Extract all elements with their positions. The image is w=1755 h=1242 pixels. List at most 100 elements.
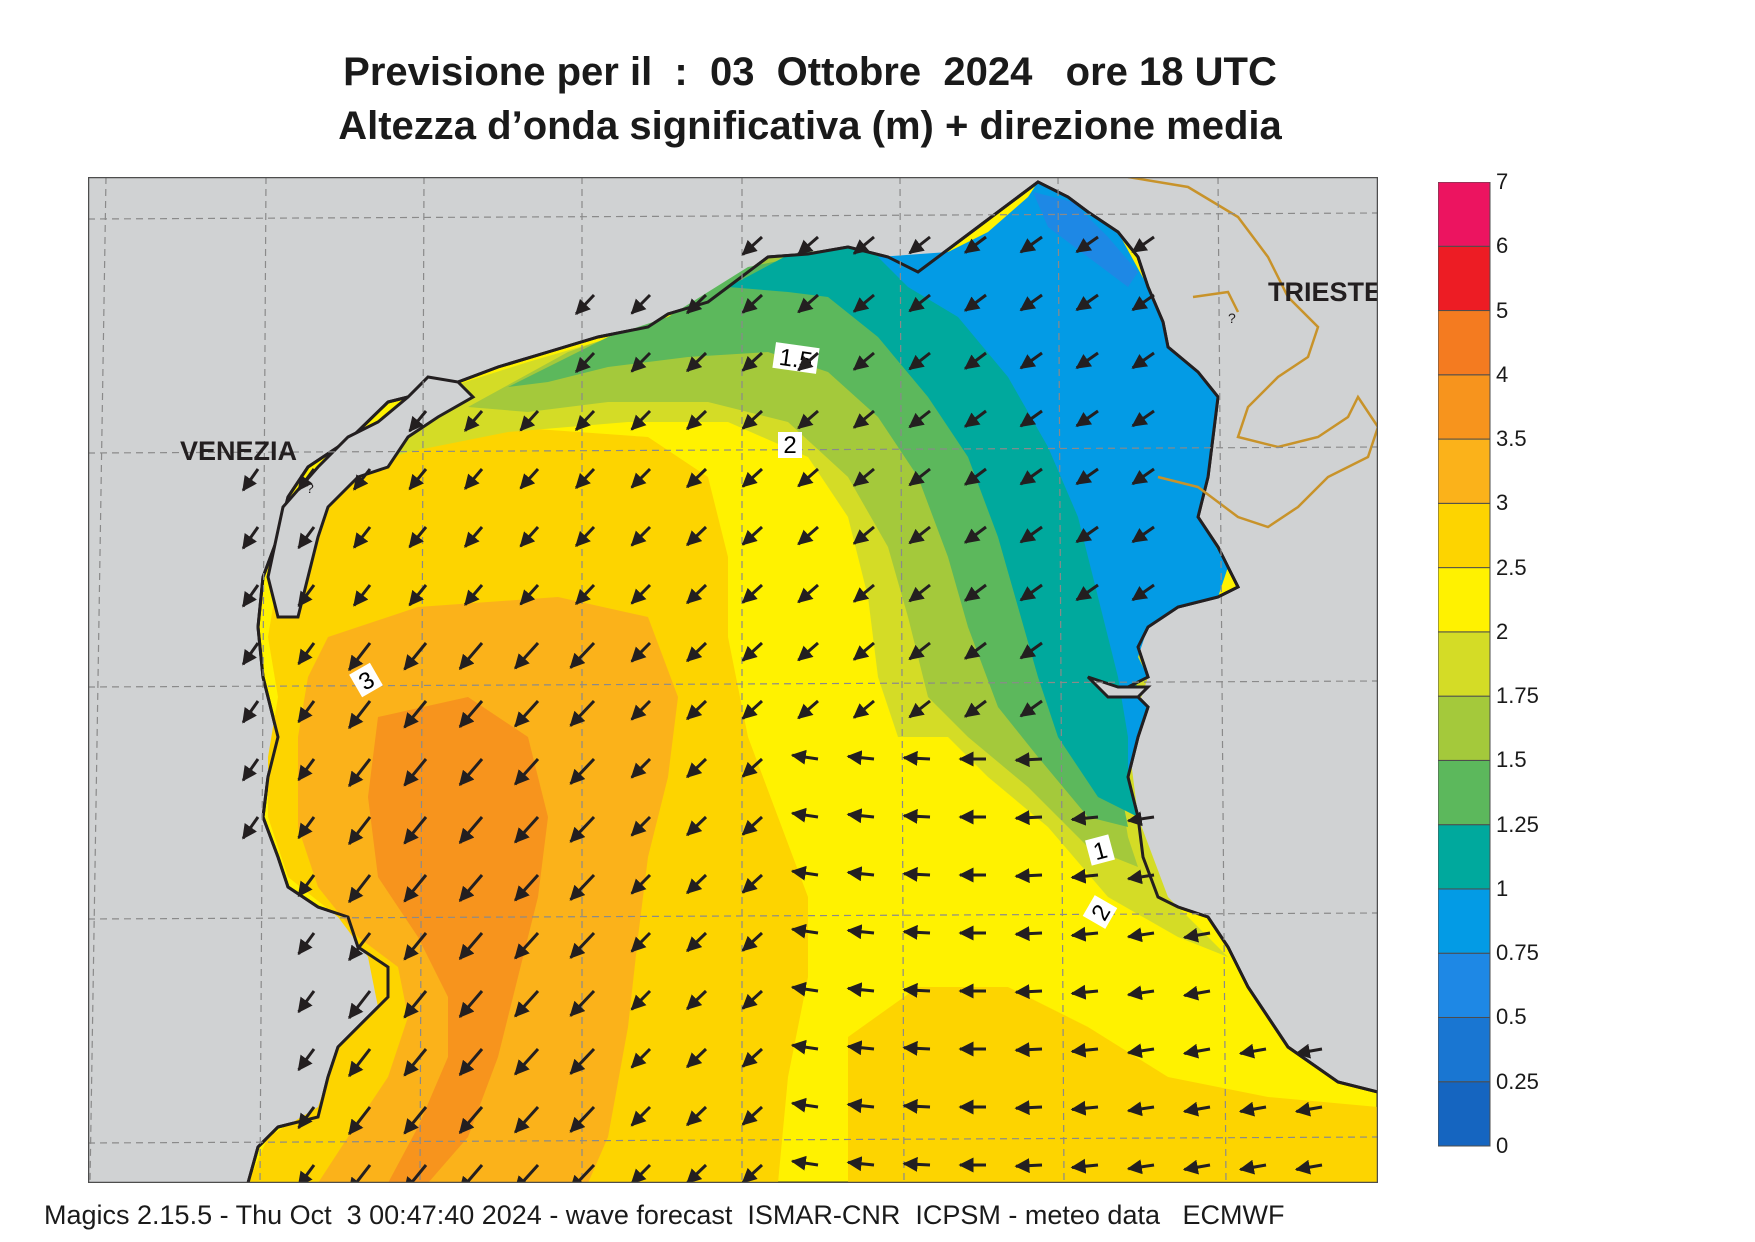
wave-arrow — [297, 932, 316, 956]
wave-arrow — [741, 873, 764, 894]
wave-arrow — [630, 1105, 652, 1127]
wave-arrow — [1075, 409, 1099, 428]
wave-height-map: 1.5 2 3 1 2 VENEZIA TRIESTE ? ? — [88, 177, 1378, 1183]
wave-arrow — [1182, 1101, 1211, 1117]
colorbar-tick-label: 4 — [1496, 361, 1509, 387]
wave-arrow — [686, 1105, 708, 1127]
wave-arrow — [297, 642, 316, 666]
wave-arrow — [408, 526, 428, 549]
wave-arrow — [348, 758, 372, 788]
wave-arrow — [458, 758, 484, 786]
wave-arrow — [1075, 583, 1099, 602]
wave-arrow — [902, 808, 931, 824]
contour-label-1: 1 — [1085, 834, 1115, 866]
wave-arrow — [790, 923, 819, 939]
colorbar-tick-label: 5 — [1496, 297, 1509, 323]
wave-arrow — [569, 931, 596, 959]
wave-arrow — [297, 1106, 316, 1130]
wave-arrow — [964, 583, 987, 602]
wave-arrow — [630, 641, 652, 663]
wave-arrow — [630, 351, 652, 373]
wave-arrow — [741, 293, 764, 314]
wave-arrow — [686, 351, 708, 373]
wave-arrow — [1014, 1042, 1043, 1058]
wave-arrow — [964, 699, 987, 718]
wave-arrow — [852, 351, 875, 371]
wave-arrow — [741, 409, 764, 430]
wave-arrow — [569, 699, 596, 727]
place-label-venezia: VENEZIA — [180, 436, 297, 466]
wave-arrow — [514, 989, 540, 1018]
wave-arrow — [686, 757, 708, 779]
wave-arrow — [514, 1047, 540, 1076]
wave-arrow — [741, 931, 764, 952]
wave-arrow — [1075, 467, 1099, 486]
wave-arrow — [852, 525, 875, 545]
wave-arrow — [1126, 869, 1155, 885]
wave-arrow — [348, 990, 372, 1020]
wave-arrow — [348, 816, 372, 846]
wave-arrow — [297, 816, 316, 840]
wave-arrow — [1070, 926, 1099, 942]
wave-arrow — [463, 526, 484, 548]
colorbar-swatch — [1437, 181, 1491, 247]
wave-arrow — [1070, 984, 1099, 1000]
wave-zone-3_5 — [368, 697, 548, 1183]
wave-zone-2_5-east — [848, 987, 1378, 1183]
wave-arrow — [1014, 984, 1043, 1000]
colorbar-tick-label: 1.75 — [1496, 683, 1539, 709]
colorbar-swatch — [1437, 1081, 1491, 1147]
wave-arrow — [1238, 1159, 1267, 1175]
wave-arrow — [1019, 525, 1043, 544]
colorbar-tick-label: 3.5 — [1496, 426, 1527, 452]
wave-arrow — [741, 525, 764, 546]
wave-arrow — [686, 1047, 708, 1069]
colorbar-swatch — [1437, 631, 1491, 697]
colorbar-tick-label: 0.25 — [1496, 1068, 1539, 1094]
wave-arrow — [908, 409, 931, 429]
wave-arrow — [403, 932, 428, 961]
wave-arrow — [241, 758, 260, 782]
wave-arrow — [1019, 351, 1043, 370]
wave-arrow — [458, 874, 484, 902]
wave-arrow — [964, 235, 987, 254]
colorbar-tick-label: 0 — [1496, 1133, 1509, 1158]
national-border — [1127, 177, 1378, 529]
wave-arrow — [902, 982, 931, 998]
wave-arrow — [1182, 1159, 1211, 1175]
colorbar-swatch — [1437, 1016, 1491, 1083]
wave-arrow — [1070, 1042, 1099, 1058]
colorbar-swatch — [1437, 952, 1491, 1018]
wave-arrow — [1019, 699, 1043, 718]
wave-arrow — [964, 467, 987, 486]
wave-arrow — [297, 1048, 316, 1072]
wave-arrow — [686, 699, 708, 721]
wave-arrow — [797, 525, 819, 546]
wave-arrow — [902, 750, 931, 766]
wave-arrow — [403, 700, 428, 729]
wave-arrow — [741, 1163, 764, 1183]
wave-arrow — [514, 757, 540, 786]
wave-arrow — [514, 873, 540, 902]
wave-arrow — [352, 468, 372, 491]
wave-arrow — [1182, 927, 1211, 943]
wave-zone-0_75 — [878, 182, 1228, 777]
wave-arrow — [403, 1164, 428, 1183]
wave-arrow — [630, 815, 652, 837]
wave-arrow — [797, 583, 819, 604]
wave-arrow — [741, 1047, 764, 1068]
wave-arrow — [1075, 293, 1099, 312]
wave-arrow — [630, 989, 652, 1011]
wave-arrow — [1294, 1159, 1323, 1175]
wave-direction-arrows — [241, 235, 1323, 1183]
wave-arrow — [463, 584, 484, 606]
wave-arrow — [908, 699, 931, 719]
wave-arrow — [241, 816, 260, 840]
colorbar-tick-label: 3 — [1496, 490, 1509, 516]
wave-arrow — [686, 815, 708, 837]
wave-arrow — [1014, 1158, 1043, 1174]
wave-arrow — [569, 1047, 596, 1075]
wave-arrow — [403, 642, 428, 671]
wave-arrow — [741, 583, 764, 604]
wave-arrow — [519, 525, 540, 548]
